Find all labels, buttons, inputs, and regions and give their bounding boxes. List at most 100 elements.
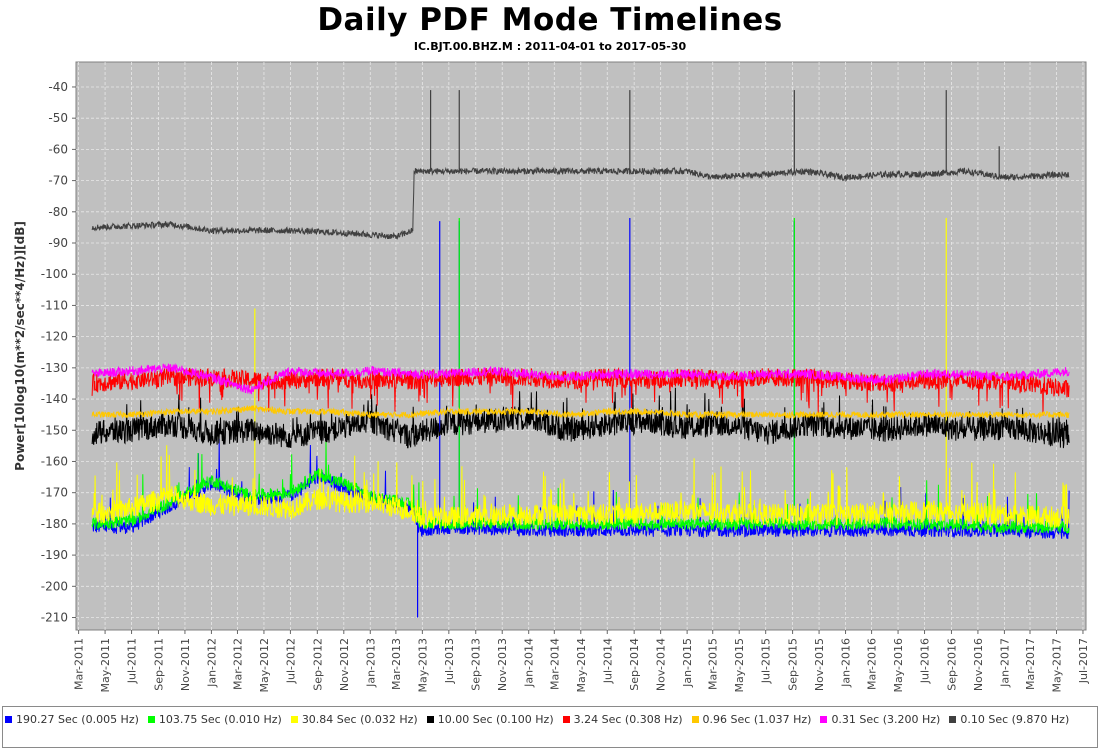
x-tick-label: Jan-2016 bbox=[840, 638, 853, 688]
x-tick-label: Nov-2012 bbox=[338, 638, 351, 691]
x-axis: Mar-2011 May-2011 Jul-2011 Sep-2011 Nov-2011… bbox=[73, 630, 1090, 693]
x-tick-label: Jan-2012 bbox=[205, 638, 218, 688]
y-tick-label: -130 bbox=[41, 361, 68, 375]
y-tick-label: -90 bbox=[48, 236, 68, 250]
x-tick-label: Sep-2011 bbox=[152, 638, 165, 691]
x-tick-label: Mar-2013 bbox=[390, 638, 403, 690]
y-tick-label: -150 bbox=[41, 423, 68, 437]
y-tick-label: -40 bbox=[48, 80, 68, 94]
y-tick-label: -180 bbox=[41, 517, 68, 531]
y-tick-label: -80 bbox=[48, 205, 68, 219]
series-line-4 bbox=[91, 366, 1070, 416]
legend-label: 30.84 Sec (0.032 Hz) bbox=[301, 713, 418, 726]
legend-swatch bbox=[426, 716, 434, 723]
x-tick-label: Jul-2016 bbox=[919, 638, 932, 684]
series-line-6 bbox=[91, 362, 1070, 395]
x-tick-label: May-2016 bbox=[892, 638, 905, 693]
y-tick-label: -210 bbox=[41, 611, 68, 625]
y-tick-label: -200 bbox=[41, 579, 68, 593]
y-tick-label: -70 bbox=[48, 174, 68, 188]
x-tick-label: Mar-2017 bbox=[1024, 638, 1037, 690]
x-tick-label: Jan-2013 bbox=[364, 638, 377, 688]
series-line-3 bbox=[91, 387, 1070, 449]
series-6 bbox=[91, 362, 1070, 395]
legend-swatch bbox=[290, 716, 298, 723]
legend-item: 190.27 Sec (0.005 Hz) bbox=[5, 710, 139, 729]
series-3 bbox=[91, 387, 1070, 449]
y-tick-label: -140 bbox=[41, 392, 68, 406]
series-4 bbox=[91, 366, 1070, 416]
legend-label: 10.00 Sec (0.100 Hz) bbox=[437, 713, 554, 726]
legend-swatch bbox=[562, 716, 570, 723]
x-tick-label: May-2017 bbox=[1050, 638, 1063, 693]
legend-item: 10.00 Sec (0.100 Hz) bbox=[426, 710, 554, 729]
x-tick-label: Sep-2014 bbox=[628, 638, 641, 691]
legend-item: 0.31 Sec (3.200 Hz) bbox=[820, 710, 940, 729]
chart-subtitle: IC.BJT.00.BHZ.M : 2011-04-01 to 2017-05-… bbox=[413, 40, 687, 53]
legend-item: 103.75 Sec (0.010 Hz) bbox=[147, 710, 282, 729]
y-tick-label: -170 bbox=[41, 486, 68, 500]
series-line-7 bbox=[91, 166, 1070, 240]
y-tick-label: -190 bbox=[41, 548, 68, 562]
x-tick-label: Jul-2014 bbox=[601, 638, 614, 684]
series-2 bbox=[91, 218, 1070, 529]
x-tick-label: May-2011 bbox=[99, 638, 112, 693]
y-axis: -40 -50 -60 -70 -80 -90 -100 -110 -120 -130 -140 -1… bbox=[41, 80, 76, 625]
x-tick-label: Jul-2017 bbox=[1077, 638, 1090, 684]
x-tick-label: Nov-2013 bbox=[496, 638, 509, 691]
x-tick-label: Jul-2015 bbox=[760, 638, 773, 684]
plot-canvas: -40 -50 -60 -70 -80 -90 -100 -110 -120 -130 -140 -1… bbox=[13, 61, 1090, 693]
legend-swatch bbox=[691, 716, 699, 723]
y-tick-label: -50 bbox=[48, 111, 68, 125]
legend-label: 190.27 Sec (0.005 Hz) bbox=[16, 713, 139, 726]
y-tick-label: -60 bbox=[48, 142, 68, 156]
series-line-5 bbox=[91, 404, 1070, 420]
legend-label: 103.75 Sec (0.010 Hz) bbox=[158, 713, 282, 726]
legend-swatch bbox=[949, 716, 957, 723]
x-tick-label: May-2013 bbox=[416, 638, 429, 693]
series-line-2 bbox=[91, 445, 1070, 529]
legend-label: 3.24 Sec (0.308 Hz) bbox=[573, 713, 683, 726]
x-tick-label: Jul-2012 bbox=[284, 638, 297, 684]
x-tick-label: Nov-2014 bbox=[655, 638, 668, 691]
x-tick-label: Mar-2011 bbox=[73, 638, 86, 690]
legend-label: 0.96 Sec (1.037 Hz) bbox=[702, 713, 812, 726]
x-tick-label: Mar-2012 bbox=[231, 638, 244, 690]
legend-item: 30.84 Sec (0.032 Hz) bbox=[290, 710, 418, 729]
y-tick-label: -100 bbox=[41, 267, 68, 281]
x-tick-label: Mar-2016 bbox=[866, 638, 879, 690]
chart-title: Daily PDF Mode Timelines bbox=[317, 2, 783, 38]
x-tick-label: Jan-2017 bbox=[998, 638, 1011, 688]
x-tick-label: May-2012 bbox=[258, 638, 271, 693]
legend-label: 0.10 Sec (9.870 Hz) bbox=[960, 713, 1070, 726]
legend-item: 0.96 Sec (1.037 Hz) bbox=[691, 710, 812, 729]
legend-label: 0.31 Sec (3.200 Hz) bbox=[831, 713, 941, 726]
x-tick-label: Mar-2015 bbox=[707, 638, 720, 690]
x-tick-label: Nov-2016 bbox=[972, 638, 985, 691]
x-tick-label: Jul-2011 bbox=[126, 638, 139, 684]
x-tick-label: Mar-2014 bbox=[548, 638, 561, 690]
chart-legend: 190.27 Sec (0.005 Hz) 103.75 Sec (0.010 H… bbox=[2, 706, 1098, 748]
series-5 bbox=[91, 404, 1070, 420]
series-7 bbox=[91, 90, 1070, 240]
y-tick-label: -110 bbox=[41, 298, 68, 312]
legend-item: 0.10 Sec (9.870 Hz) bbox=[949, 710, 1069, 729]
legend-swatch bbox=[147, 716, 155, 723]
y-tick-label: -120 bbox=[41, 330, 68, 344]
x-tick-label: Sep-2012 bbox=[311, 638, 324, 691]
legend-swatch bbox=[5, 716, 12, 723]
x-tick-label: Jan-2015 bbox=[681, 638, 694, 688]
grid-lines bbox=[76, 62, 1086, 630]
x-tick-label: Jul-2013 bbox=[443, 638, 456, 684]
y-tick-label: -160 bbox=[41, 454, 68, 468]
legend-swatch bbox=[820, 716, 828, 723]
plot-area bbox=[75, 61, 1087, 631]
x-tick-label: Sep-2016 bbox=[945, 638, 958, 691]
x-tick-label: May-2015 bbox=[733, 638, 746, 693]
series-layer bbox=[91, 90, 1070, 618]
x-tick-label: May-2014 bbox=[575, 638, 588, 693]
legend-item: 3.24 Sec (0.308 Hz) bbox=[562, 710, 683, 729]
x-tick-label: Nov-2011 bbox=[179, 638, 192, 691]
x-tick-label: Sep-2013 bbox=[470, 638, 483, 691]
x-tick-label: Jan-2014 bbox=[523, 638, 536, 688]
